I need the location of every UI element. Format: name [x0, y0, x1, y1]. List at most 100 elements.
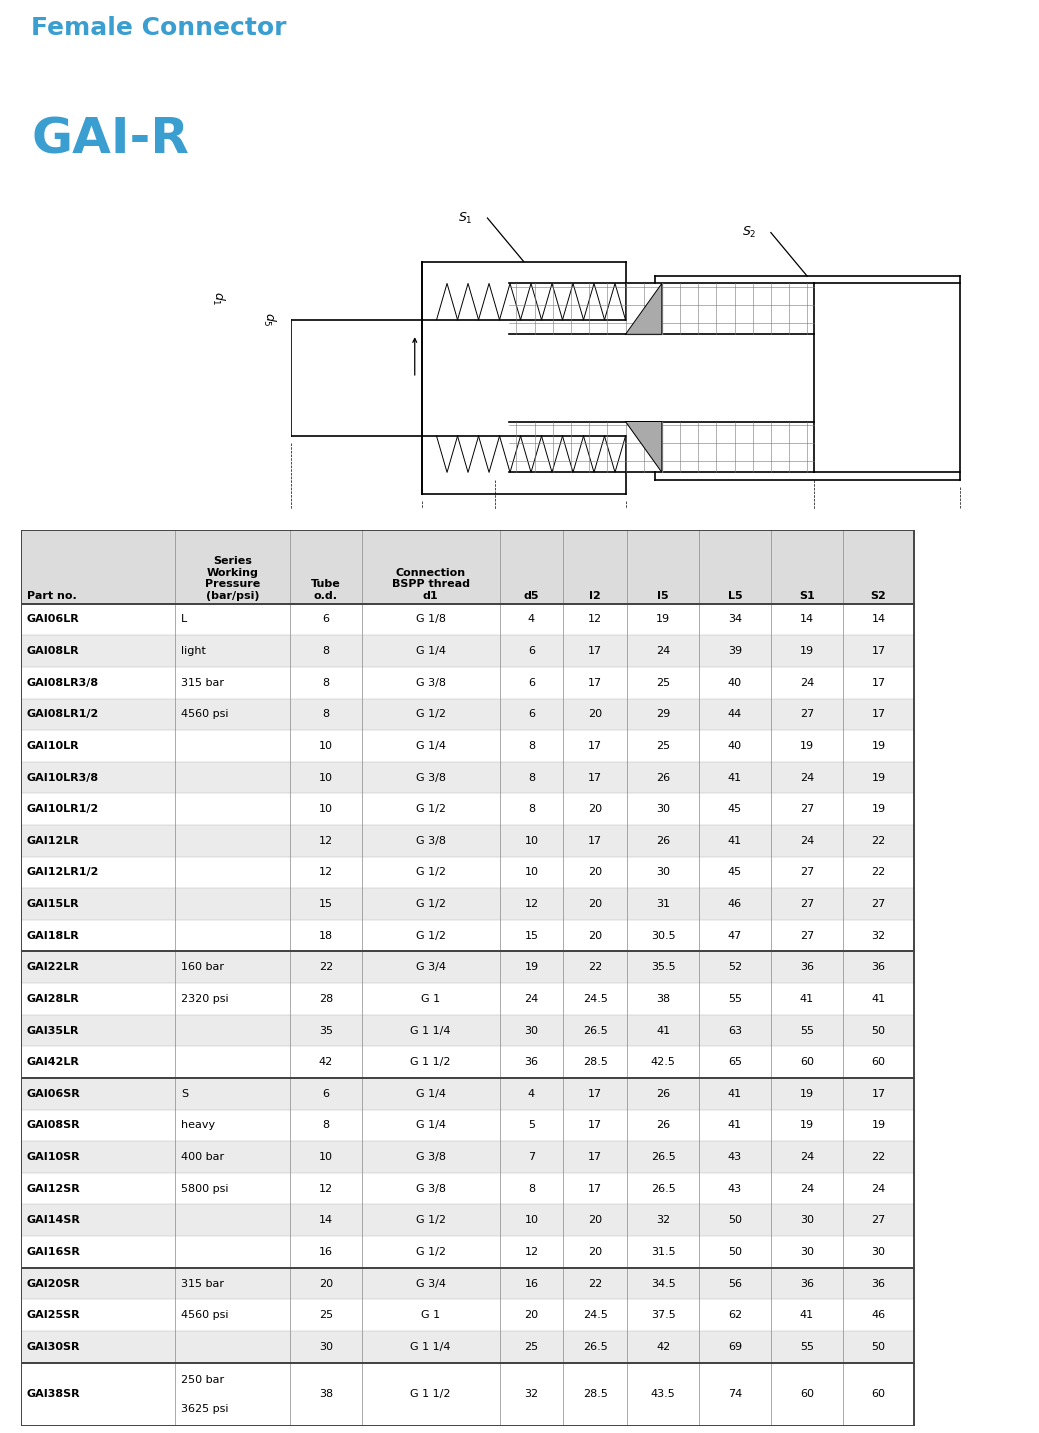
Text: 8: 8 [322, 709, 329, 719]
Text: GAI18LR: GAI18LR [27, 930, 80, 940]
Text: 22: 22 [872, 867, 885, 877]
Text: G 3/8: G 3/8 [416, 772, 446, 782]
Text: 41: 41 [728, 835, 742, 845]
Text: 20: 20 [588, 930, 603, 940]
Text: 17: 17 [588, 1121, 603, 1131]
Text: 27: 27 [800, 898, 814, 909]
Text: 45: 45 [728, 867, 742, 877]
Text: 22: 22 [588, 1278, 603, 1288]
Text: 56: 56 [728, 1278, 742, 1288]
Text: L5: L5 [727, 590, 742, 600]
Text: 12: 12 [319, 1184, 334, 1194]
Text: 6: 6 [528, 646, 535, 656]
Text: S2: S2 [871, 590, 886, 600]
Text: 250 bar: 250 bar [182, 1374, 224, 1384]
Text: 4: 4 [528, 615, 535, 625]
Text: GAI-R: GAI-R [31, 115, 189, 163]
Text: 60: 60 [800, 1389, 814, 1399]
Text: 15: 15 [319, 898, 332, 909]
Text: 47: 47 [728, 930, 742, 940]
Text: $l_5$: $l_5$ [613, 596, 623, 612]
Text: 32: 32 [656, 1215, 670, 1225]
Text: 27: 27 [800, 804, 814, 814]
Text: 52: 52 [728, 963, 742, 973]
Text: 45: 45 [728, 804, 742, 814]
Text: 17: 17 [588, 741, 603, 751]
Text: I5: I5 [658, 590, 669, 600]
Text: GAI12LR1/2: GAI12LR1/2 [27, 867, 99, 877]
Text: 5800 psi: 5800 psi [182, 1184, 229, 1194]
Text: GAI08LR: GAI08LR [27, 646, 79, 656]
Text: 6: 6 [322, 615, 329, 625]
Text: 400 bar: 400 bar [182, 1152, 224, 1162]
Bar [21, 825, 914, 857]
Text: 55: 55 [728, 995, 742, 1005]
Text: 20: 20 [588, 709, 603, 719]
Text: 30.5: 30.5 [650, 930, 675, 940]
Text: 6: 6 [528, 709, 535, 719]
Text: 4560 psi: 4560 psi [182, 709, 229, 719]
Text: 36: 36 [800, 963, 814, 973]
Text: GAI06SR: GAI06SR [27, 1089, 80, 1099]
Text: 41: 41 [728, 772, 742, 782]
Text: GAI25SR: GAI25SR [27, 1310, 80, 1320]
Text: 22: 22 [588, 963, 603, 973]
Text: 22: 22 [872, 1152, 885, 1162]
Text: 40: 40 [728, 741, 742, 751]
Text: 50: 50 [728, 1215, 742, 1225]
Text: 19: 19 [800, 646, 814, 656]
Text: 12: 12 [525, 898, 538, 909]
Text: 20: 20 [588, 804, 603, 814]
Text: 26: 26 [656, 835, 670, 845]
Text: 25: 25 [319, 1310, 334, 1320]
Text: 41: 41 [728, 1089, 742, 1099]
Text: 19: 19 [872, 741, 885, 751]
Text: 19: 19 [800, 1121, 814, 1131]
Text: 27: 27 [800, 867, 814, 877]
Text: 10: 10 [319, 1152, 332, 1162]
Text: 41: 41 [800, 995, 814, 1005]
Text: 8: 8 [528, 772, 535, 782]
Text: 14: 14 [319, 1215, 334, 1225]
Text: G 3/8: G 3/8 [416, 1152, 446, 1162]
Text: 42.5: 42.5 [650, 1058, 675, 1068]
Text: Part no.: Part no. [27, 590, 77, 600]
Text: 17: 17 [588, 772, 603, 782]
Text: 42: 42 [656, 1341, 670, 1351]
Text: d5: d5 [524, 590, 539, 600]
Text: 28.5: 28.5 [583, 1389, 608, 1399]
Bar [21, 794, 914, 825]
Text: G 1 1/2: G 1 1/2 [410, 1389, 451, 1399]
Text: 27: 27 [872, 1215, 885, 1225]
Text: 36: 36 [525, 1058, 538, 1068]
Text: G 1/4: G 1/4 [416, 741, 446, 751]
Text: G 1/2: G 1/2 [416, 1247, 446, 1257]
Bar [21, 952, 914, 983]
Text: GAI12LR: GAI12LR [27, 835, 80, 845]
Text: 31.5: 31.5 [650, 1247, 675, 1257]
Text: G 1/2: G 1/2 [416, 898, 446, 909]
Text: $L_5$: $L_5$ [618, 646, 633, 663]
Text: 24: 24 [525, 995, 538, 1005]
Text: 50: 50 [728, 1247, 742, 1257]
Text: 17: 17 [588, 1184, 603, 1194]
Text: 8: 8 [528, 741, 535, 751]
Text: 7: 7 [528, 1152, 535, 1162]
Text: 24: 24 [800, 678, 814, 688]
Text: 12: 12 [525, 1247, 538, 1257]
Text: $l_2$: $l_2$ [555, 552, 565, 569]
Text: heavy: heavy [182, 1121, 215, 1131]
Text: 19: 19 [872, 772, 885, 782]
Bar [21, 530, 914, 603]
Bar [21, 920, 914, 952]
Text: 315 bar: 315 bar [182, 1278, 224, 1288]
Text: 19: 19 [525, 963, 538, 973]
Text: 4: 4 [528, 1089, 535, 1099]
Text: G 1 1/2: G 1 1/2 [410, 1058, 451, 1068]
Text: 17: 17 [872, 1089, 885, 1099]
Text: 31: 31 [657, 898, 670, 909]
Text: 2320 psi: 2320 psi [182, 995, 229, 1005]
Text: Female Connector: Female Connector [31, 16, 287, 40]
Text: 19: 19 [800, 741, 814, 751]
Text: 6: 6 [322, 1089, 329, 1099]
